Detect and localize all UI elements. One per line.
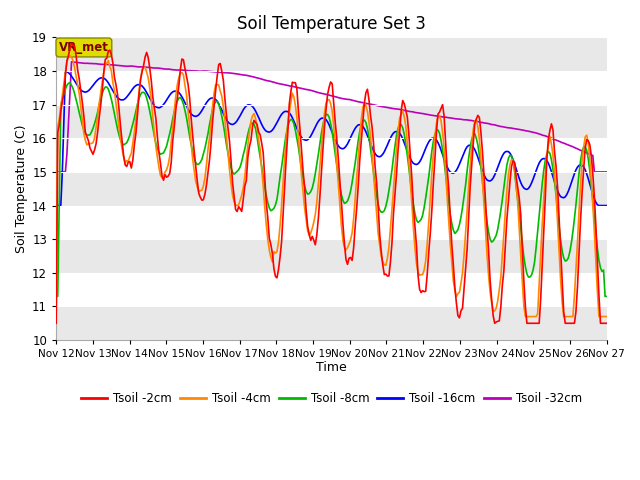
- Bar: [56, 37, 607, 71]
- Bar: [56, 239, 607, 273]
- Text: VR_met: VR_met: [59, 41, 109, 54]
- Y-axis label: Soil Temperature (C): Soil Temperature (C): [15, 124, 28, 253]
- X-axis label: Time: Time: [316, 360, 347, 373]
- Bar: [56, 306, 607, 340]
- Bar: [56, 105, 607, 138]
- Legend: Tsoil -2cm, Tsoil -4cm, Tsoil -8cm, Tsoil -16cm, Tsoil -32cm: Tsoil -2cm, Tsoil -4cm, Tsoil -8cm, Tsoi…: [76, 387, 587, 410]
- Bar: [56, 172, 607, 205]
- Title: Soil Temperature Set 3: Soil Temperature Set 3: [237, 15, 426, 33]
